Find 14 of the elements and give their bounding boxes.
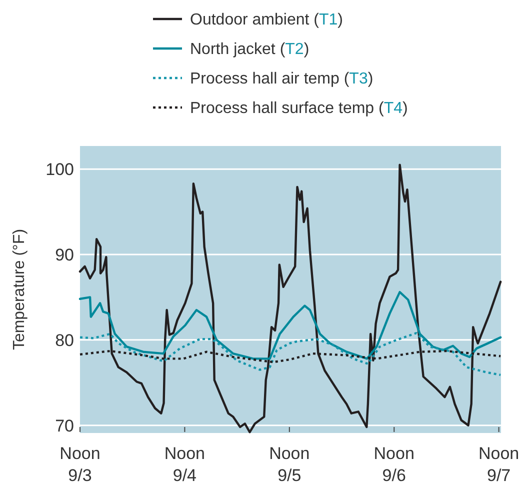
legend-label: North jacket (T2) [190,41,310,58]
x-tick-label: Noon 9/6 [374,444,414,485]
y-axis-title: Temperature (°F) [11,228,28,350]
legend-label: Outdoor ambient (T1) [190,12,343,29]
x-tick-label: Noon 9/4 [164,444,206,485]
y-tick-label: 80 [55,330,74,350]
legend-label: Process hall surface temp (T4) [190,100,408,118]
x-tick-label: Noon 9/3 [60,444,100,485]
y-tick-label: 90 [55,245,74,264]
x-tick-label: Noon 9/5 [269,444,310,485]
legend-label: Process hall air temp (T3) [190,70,374,88]
y-tick-label: 100 [46,160,74,180]
y-tick-label: 70 [55,416,74,436]
x-tick-label: Noon 9/7 [478,444,520,485]
